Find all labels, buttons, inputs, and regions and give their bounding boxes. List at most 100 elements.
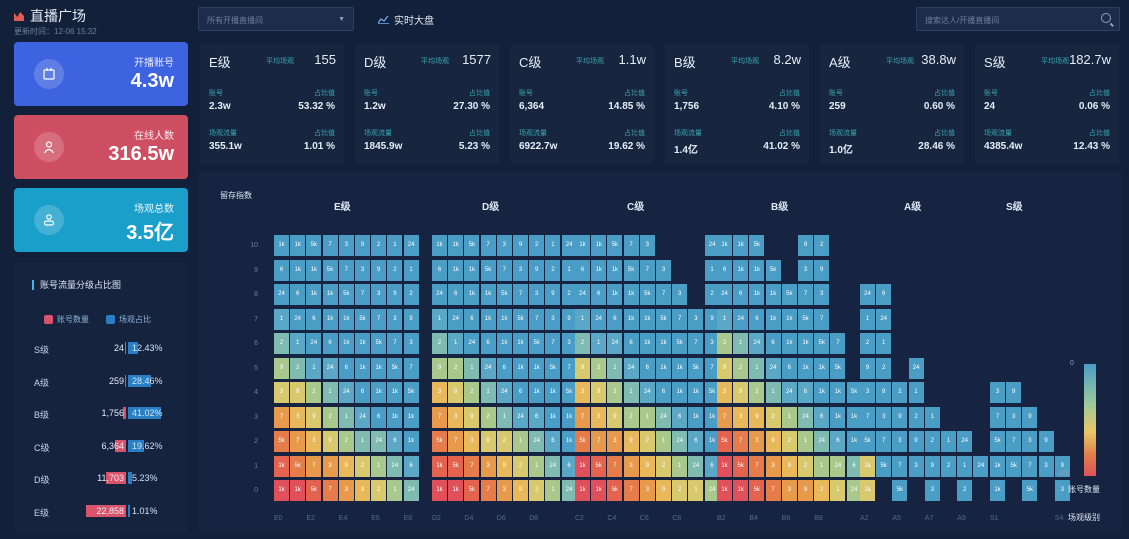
heatmap-cell[interactable]: 9	[513, 480, 528, 501]
heatmap-cell[interactable]: 1k	[830, 382, 846, 403]
heatmap-cell[interactable]: 2	[876, 357, 892, 379]
heatmap-cell[interactable]: 6	[496, 357, 512, 379]
heatmap-cell[interactable]: 3	[591, 406, 607, 428]
heatmap-cell[interactable]: 5k	[355, 308, 370, 330]
heatmap-cell[interactable]: 9	[513, 235, 528, 256]
heatmap-cell[interactable]: 24	[672, 431, 688, 452]
heatmap-cell[interactable]: 3	[290, 406, 306, 428]
heatmap-cell[interactable]: 1	[607, 357, 623, 379]
heatmap-cell[interactable]: 7	[529, 308, 545, 330]
heatmap-cell[interactable]: 5k	[290, 455, 306, 477]
heatmap-cell[interactable]: 24	[561, 235, 577, 256]
heatmap-cell[interactable]: 9	[371, 259, 387, 281]
heatmap-cell[interactable]: 1k	[403, 431, 419, 452]
heatmap-cell[interactable]: 1k	[781, 333, 797, 354]
heatmap-cell[interactable]: 5k	[639, 284, 655, 305]
heatmap-cell[interactable]: 6	[672, 406, 688, 428]
heatmap-cell[interactable]: 9	[355, 235, 370, 256]
heatmap-cell[interactable]: 1k	[704, 406, 720, 428]
heatmap-cell[interactable]: 24	[860, 284, 875, 305]
heatmap-cell[interactable]: 1k	[860, 480, 875, 501]
heatmap-cell[interactable]: 9	[322, 431, 338, 452]
heatmap-cell[interactable]: 5k	[846, 382, 862, 403]
heatmap-cell[interactable]: 1	[639, 406, 655, 428]
heatmap-cell[interactable]: 9	[733, 382, 749, 403]
heatmap-cell[interactable]: 1k	[274, 235, 289, 256]
heatmap-cell[interactable]: 1k	[656, 357, 671, 379]
heatmap-cell[interactable]: 3	[717, 382, 732, 403]
heatmap-cell[interactable]: 7	[623, 480, 639, 501]
heatmap-cell[interactable]: 1k	[432, 235, 447, 256]
heatmap-cell[interactable]: 24	[355, 406, 370, 428]
heatmap-cell[interactable]: 2	[860, 333, 875, 354]
heatmap-cell[interactable]: 1k	[448, 480, 464, 501]
heatmap-cell[interactable]: 1	[290, 333, 306, 354]
heatmap-cell[interactable]: 24	[290, 308, 306, 330]
heatmap-cell[interactable]: 3	[908, 455, 924, 477]
heatmap-cell[interactable]: 9	[432, 357, 447, 379]
heatmap-cell[interactable]: 5k	[338, 284, 354, 305]
heatmap-cell[interactable]: 9	[290, 382, 306, 403]
heatmap-cell[interactable]: 5k	[781, 284, 797, 305]
heatmap-cell[interactable]: 1	[765, 382, 781, 403]
heatmap-cell[interactable]: 6	[513, 382, 528, 403]
heatmap-cell[interactable]: 1	[496, 406, 512, 428]
heatmap-cell[interactable]: 1k	[814, 357, 830, 379]
heatmap-cell[interactable]: 6	[765, 333, 781, 354]
heatmap-cell[interactable]: 1	[513, 431, 528, 452]
heatmap-cell[interactable]: 1k	[306, 259, 322, 281]
heatmap-cell[interactable]: 7	[545, 333, 561, 354]
heatmap-cell[interactable]: 7	[464, 455, 480, 477]
heatmap-cell[interactable]: 5k	[306, 480, 322, 501]
heatmap-cell[interactable]: 1k	[355, 333, 370, 354]
heatmap-cell[interactable]: 7	[1006, 431, 1022, 452]
heatmap-cell[interactable]: 2	[941, 455, 956, 477]
heatmap-cell[interactable]: 1	[387, 235, 403, 256]
heatmap-cell[interactable]: 3	[464, 431, 480, 452]
heatmap-cell[interactable]: 5k	[892, 480, 908, 501]
heatmap-cell[interactable]: 9	[480, 431, 496, 452]
heatmap-cell[interactable]: 3	[306, 431, 322, 452]
heatmap-cell[interactable]: 24	[575, 284, 590, 305]
heatmap-cell[interactable]: 1k	[623, 284, 639, 305]
heatmap-cell[interactable]: 1k	[575, 480, 590, 501]
heatmap-cell[interactable]: 6	[403, 455, 419, 477]
heatmap-cell[interactable]: 3	[1054, 480, 1070, 501]
heatmap-cell[interactable]: 1	[876, 333, 892, 354]
heatmap-cell[interactable]: 24	[338, 382, 354, 403]
heatmap-cell[interactable]: 5k	[688, 357, 704, 379]
heatmap-cell[interactable]: 3	[623, 455, 639, 477]
heatmap-cell[interactable]: 24	[529, 431, 545, 452]
heatmap-cell[interactable]: 1k	[749, 284, 765, 305]
heatmap-cell[interactable]: 6	[623, 333, 639, 354]
heatmap-cell[interactable]: 1k	[387, 382, 403, 403]
heatmap-cell[interactable]: 6	[274, 259, 289, 281]
heatmap-cell[interactable]: 3	[371, 284, 387, 305]
heatmap-cell[interactable]: 2	[355, 455, 370, 477]
heatmap-cell[interactable]: 1	[403, 259, 419, 281]
heatmap-cell[interactable]: 2	[765, 406, 781, 428]
heatmap-cell[interactable]: 9	[623, 431, 639, 452]
heatmap-cell[interactable]: 1k	[990, 480, 1005, 501]
heatmap-cell[interactable]: 1	[924, 406, 940, 428]
heatmap-cell[interactable]: 9	[464, 406, 480, 428]
heatmap-cell[interactable]: 7	[290, 431, 306, 452]
heatmap-cell[interactable]: 6	[656, 382, 671, 403]
heatmap-cell[interactable]: 9	[798, 480, 813, 501]
heatmap-cell[interactable]: 3	[403, 333, 419, 354]
heatmap-cell[interactable]: 24	[322, 357, 338, 379]
heatmap-cell[interactable]: 5k	[990, 431, 1005, 452]
heatmap-cell[interactable]: 24	[908, 357, 924, 379]
heatmap-cell[interactable]: 2	[704, 284, 720, 305]
heatmap-cell[interactable]: 5k	[561, 382, 577, 403]
heatmap-cell[interactable]: 2	[607, 382, 623, 403]
heatmap-cell[interactable]: 24	[814, 431, 830, 452]
heatmap-cell[interactable]: 2	[908, 406, 924, 428]
heatmap-cell[interactable]: 24	[639, 382, 655, 403]
heatmap-cell[interactable]: 1k	[274, 455, 289, 477]
heatmap-cell[interactable]: 2	[798, 455, 813, 477]
heatmap-cell[interactable]: 24	[688, 455, 704, 477]
heatmap-cell[interactable]: 1	[830, 480, 846, 501]
heatmap-cell[interactable]: 9	[814, 259, 830, 281]
heatmap-cell[interactable]: 7	[765, 480, 781, 501]
